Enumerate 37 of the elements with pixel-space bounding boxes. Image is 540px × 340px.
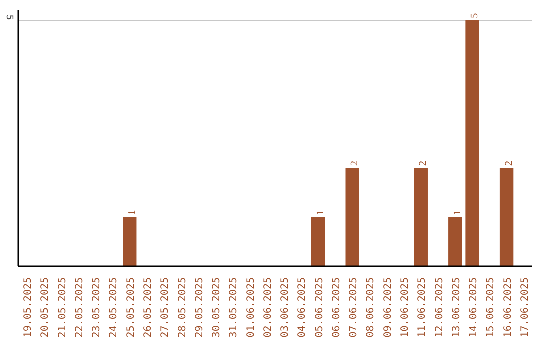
data-label: 2 — [350, 161, 361, 166]
x-tick-label: 27.05.2025 — [160, 277, 172, 338]
x-tick-label: 05.06.2025 — [314, 277, 326, 338]
x-tick-label: 19.05.2025 — [23, 277, 34, 338]
x-tick-label: 29.05.2025 — [194, 277, 206, 338]
data-label: 2 — [504, 161, 515, 166]
x-tick-label: 10.06.2025 — [400, 277, 411, 338]
x-tick-label: 26.05.2025 — [143, 277, 154, 338]
x-tick-label: 25.05.2025 — [126, 277, 137, 338]
x-tick-label: 23.05.2025 — [92, 277, 103, 338]
data-label: 2 — [418, 161, 430, 166]
data-label: 5 — [470, 13, 481, 18]
x-tick-label: 12.06.2025 — [434, 277, 446, 338]
x-tick-label: 30.05.2025 — [212, 277, 223, 338]
x-tick-label: 08.06.2025 — [366, 277, 377, 338]
x-tick-label: 04.06.2025 — [297, 277, 308, 338]
data-label: 1 — [452, 210, 464, 216]
x-tick-label: 02.06.2025 — [262, 277, 274, 338]
x-tick-label: 01.06.2025 — [246, 277, 257, 338]
x-tick-label: 11.06.2025 — [417, 277, 428, 338]
x-tick-label: 16.06.2025 — [502, 277, 514, 338]
data-label: 1 — [126, 210, 138, 216]
x-tick-label: 06.06.2025 — [331, 277, 342, 338]
x-tick-label: 15.06.2025 — [486, 277, 497, 338]
data-label: 1 — [315, 210, 326, 216]
x-tick-label: 17.06.2025 — [520, 277, 531, 338]
x-tick-label: 24.05.2025 — [108, 277, 120, 338]
x-tick-label: 13.06.2025 — [451, 277, 462, 338]
x-tick-label: 07.06.2025 — [348, 277, 360, 338]
x-tick-label: 03.06.2025 — [280, 277, 292, 338]
x-tick-label: 31.05.2025 — [228, 277, 240, 338]
x-tick-label: 14.06.2025 — [468, 277, 480, 338]
x-tick-label: 28.05.2025 — [177, 277, 188, 338]
x-tick-label: 09.06.2025 — [382, 277, 394, 338]
x-tick-label: 21.05.2025 — [57, 277, 68, 338]
x-tick-label: 20.05.2025 — [40, 277, 52, 338]
x-tick-label: 22.05.2025 — [74, 277, 86, 338]
